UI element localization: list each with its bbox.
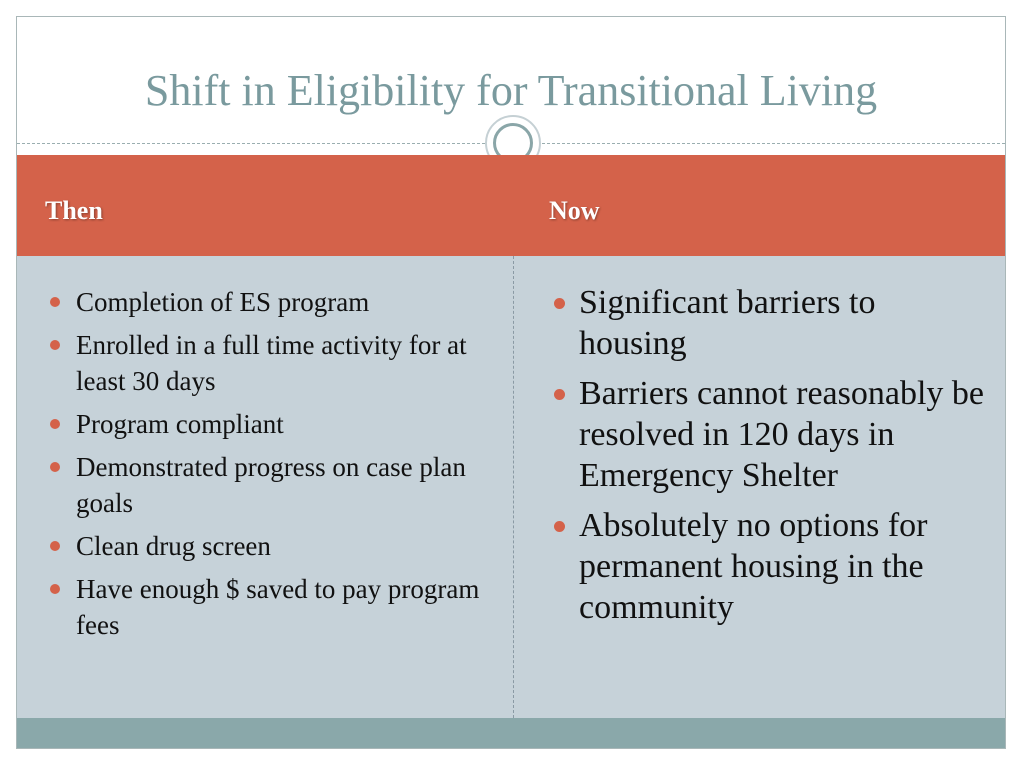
column-body-band: Completion of ES program Enrolled in a f… (17, 256, 1005, 718)
then-list: Completion of ES program Enrolled in a f… (47, 284, 487, 650)
bullet-icon (50, 340, 60, 350)
list-item-text: Demonstrated progress on case plan goals (76, 452, 466, 518)
now-heading: Now (549, 196, 600, 225)
then-heading: Then (45, 196, 103, 225)
list-item-text: Have enough $ saved to pay program fees (76, 574, 480, 640)
bullet-icon (50, 462, 60, 472)
list-item-text: Absolutely no options for permanent hous… (579, 507, 928, 626)
bullet-icon (554, 389, 565, 400)
bullet-icon (50, 541, 60, 551)
list-item-text: Clean drug screen (76, 531, 271, 561)
list-item: Significant barriers to housing (551, 282, 991, 364)
list-item: Have enough $ saved to pay program fees (47, 571, 487, 643)
list-item: Program compliant (47, 406, 487, 442)
list-item-text: Barriers cannot reasonably be resolved i… (579, 375, 984, 494)
list-item-text: Enrolled in a full time activity for at … (76, 330, 467, 396)
bullet-icon (554, 298, 565, 309)
column-divider (513, 256, 514, 718)
list-item: Barriers cannot reasonably be resolved i… (551, 373, 991, 496)
bullet-icon (554, 521, 565, 532)
slide-title: Shift in Eligibility for Transitional Li… (144, 66, 878, 115)
column-header-band: Then Now (17, 155, 1005, 256)
bullet-icon (50, 419, 60, 429)
footer-band (17, 718, 1005, 748)
list-item-text: Significant barriers to housing (579, 284, 876, 362)
now-list: Significant barriers to housing Barriers… (551, 282, 991, 637)
list-item: Absolutely no options for permanent hous… (551, 505, 991, 628)
slide: Shift in Eligibility for Transitional Li… (16, 16, 1006, 749)
list-item-text: Program compliant (76, 409, 284, 439)
list-item: Clean drug screen (47, 528, 487, 564)
bullet-icon (50, 584, 60, 594)
list-item: Enrolled in a full time activity for at … (47, 327, 487, 399)
list-item: Demonstrated progress on case plan goals (47, 449, 487, 521)
list-item-text: Completion of ES program (76, 287, 370, 317)
list-item: Completion of ES program (47, 284, 487, 320)
bullet-icon (50, 297, 60, 307)
